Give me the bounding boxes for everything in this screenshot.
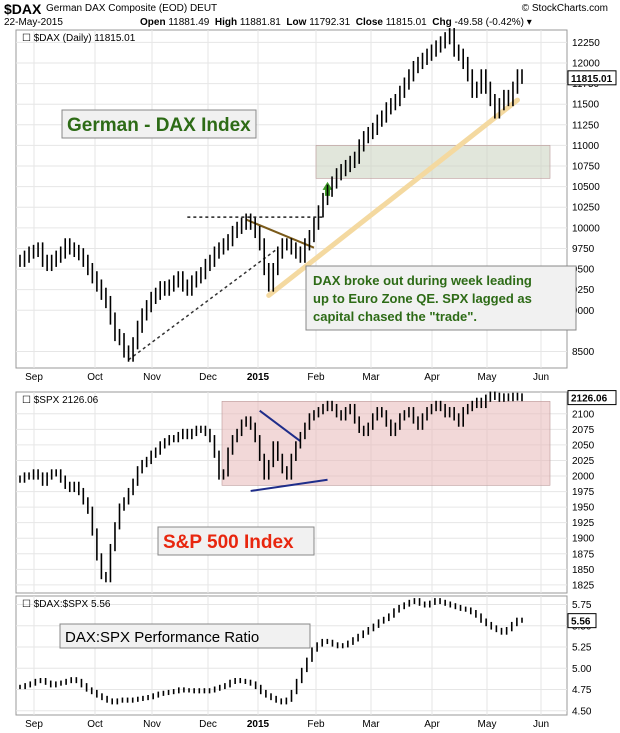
annotation-line: DAX broke out during week leading	[313, 273, 532, 288]
x-tick-label-Sep: Sep	[25, 719, 43, 730]
y-tick-label: 12250	[572, 38, 600, 49]
series-dax	[19, 28, 523, 362]
x-tick-label-Sep: Sep	[25, 372, 43, 383]
y-tick-label: 5.25	[572, 643, 592, 654]
series-legend: ☐ $DAX:$SPX 5.56	[22, 599, 111, 610]
y-tick-label: 10500	[572, 182, 600, 193]
y-tick-label: 2050	[572, 440, 595, 451]
support-trendline-band	[266, 97, 520, 298]
y-tick-label: 5.00	[572, 664, 592, 675]
x-tick-label-Feb: Feb	[307, 372, 325, 383]
annotation-box	[305, 265, 577, 331]
panel-spx: 1825 1850 1875 1900 1925 1950 1975 2000 2025 2050…	[15, 390, 617, 594]
stockcharts-credit[interactable]: © StockCharts.com	[521, 3, 608, 14]
breakout-zone	[315, 145, 551, 179]
panel-dax: 8500 9000 9250 9500 9750 10000 10250 10500 10750…	[15, 28, 617, 369]
x-tick-label-Jun: Jun	[533, 372, 549, 383]
y-tick-label: 9500	[572, 265, 595, 276]
last-value-box	[567, 70, 617, 86]
y-tick-label: 11000	[572, 141, 600, 152]
x-tick-label-Jun: Jun	[533, 719, 549, 730]
x-tick-label-Dec: Dec	[199, 719, 217, 730]
y-tick-label: 2100	[572, 409, 595, 420]
last-value-box	[567, 390, 617, 406]
x-tick-label-Oct: Oct	[87, 372, 103, 383]
y-tick-label: 8500	[572, 347, 595, 358]
x-tick-label-Mar: Mar	[362, 719, 380, 730]
series-ratio	[19, 598, 523, 705]
y-tick-label: 2000	[572, 472, 595, 483]
last-value-label: 5.56	[571, 617, 591, 628]
y-tick-label: 2075	[572, 425, 595, 436]
x-tick-label-Dec: Dec	[199, 372, 217, 383]
series-legend: ☐ $DAX (Daily) 11815.01	[22, 33, 136, 44]
y-tick-label: 4.50	[572, 706, 592, 717]
y-tick-label: 1875	[572, 549, 595, 560]
title-box	[59, 623, 311, 649]
support-trendline-dashed	[128, 247, 279, 361]
x-tick-label-Nov: Nov	[143, 719, 161, 730]
y-tick-label: 9000	[572, 306, 595, 317]
x-tick-label-Mar: Mar	[362, 372, 380, 383]
x-tick-label-Oct: Oct	[87, 719, 103, 730]
x-tick-label-Nov: Nov	[143, 372, 161, 383]
annotation-line: capital chased the "trade".	[313, 309, 477, 324]
panel-ratio: 4.504.755.005.255.505.75☐ $DAX:$SPX 5.56…	[15, 595, 597, 717]
y-tick-label: 4.75	[572, 685, 592, 696]
quote-date: 22-May-2015	[4, 17, 63, 28]
y-tick-label: 1825	[572, 580, 595, 591]
y-tick-label: 12000	[572, 58, 600, 69]
security-name: German DAX Composite (EOD)	[46, 3, 188, 14]
symbol-label: $DAX	[4, 1, 42, 17]
ohlc-readout: Open 11881.49 High 11881.81 Low 11792.31…	[140, 17, 532, 28]
y-tick-label: 11500	[572, 100, 600, 111]
y-tick-label: 10250	[572, 203, 600, 214]
chart-title: German - DAX Index	[67, 115, 251, 136]
chart-title: DAX:SPX Performance Ratio	[65, 629, 259, 646]
last-value-label: 2126.06	[571, 394, 608, 405]
x-tick-label-2015: 2015	[247, 719, 270, 730]
exchange-label: DEUT	[189, 3, 218, 14]
y-tick-label: 1925	[572, 518, 595, 529]
title-box	[61, 109, 257, 139]
y-tick-label: 2025	[572, 456, 595, 467]
wedge-upper-line	[259, 409, 301, 442]
annotation-line: up to Euro Zone QE. SPX lagged as	[313, 291, 532, 306]
annotation-text: DAX broke out during week leading up to E…	[313, 273, 532, 324]
chart-title: S&P 500 Index	[163, 532, 294, 553]
x-tick-label-Apr: Apr	[424, 372, 440, 383]
x-tick-label-May: May	[478, 372, 497, 383]
y-tick-label: 1975	[572, 487, 595, 498]
x-tick-label-2015: 2015	[247, 372, 270, 383]
x-tick-label-Feb: Feb	[307, 719, 325, 730]
y-tick-label: 10000	[572, 223, 600, 234]
y-tick-label: 1850	[572, 565, 595, 576]
y-tick-label: 1950	[572, 503, 595, 514]
y-tick-label: 5.75	[572, 600, 592, 611]
x-tick-label-May: May	[478, 719, 497, 730]
series-legend: ☐ $SPX 2126.06	[22, 395, 99, 406]
last-value-label: 11815.01	[571, 74, 613, 85]
y-tick-label: 9250	[572, 285, 595, 296]
y-tick-label: 1900	[572, 534, 595, 545]
y-tick-label: 9750	[572, 244, 595, 255]
chart-header: $DAX German DAX Composite (EOD) DEUT © S…	[0, 0, 620, 30]
y-tick-label: 10750	[572, 162, 600, 173]
series-spx	[19, 391, 523, 583]
x-tick-label-Apr: Apr	[424, 719, 440, 730]
last-value-box	[567, 613, 597, 629]
wedge-lower-line	[250, 478, 328, 492]
title-box	[157, 526, 315, 556]
wedge-upper-line	[245, 218, 315, 249]
y-tick-label: 11250	[572, 120, 600, 131]
dropdown-triangle-icon[interactable]: ▾	[526, 17, 532, 28]
